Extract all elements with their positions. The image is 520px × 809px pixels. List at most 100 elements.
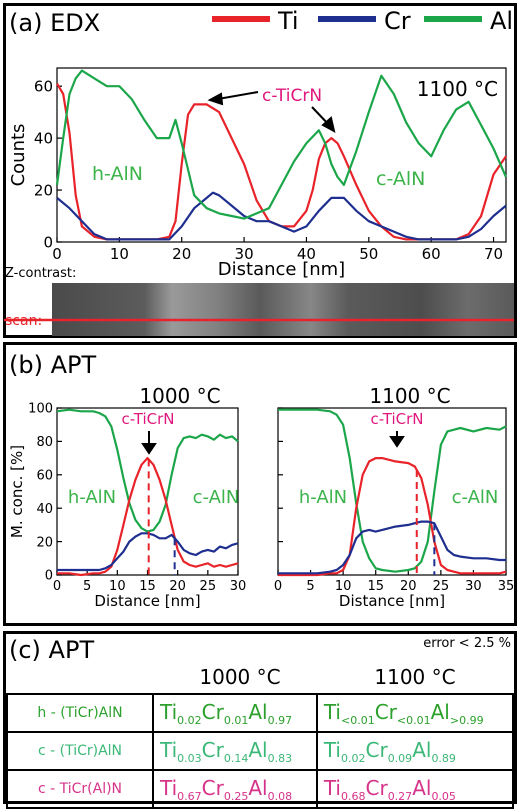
apt-1100-temperature: 1100 °C — [369, 384, 450, 408]
series-line-ti — [56, 83, 507, 241]
element-symbol: Ti — [323, 699, 341, 724]
element-symbol: Ti — [160, 699, 178, 724]
phase-label: c - (TiCr)AlN — [6, 731, 154, 771]
y-tick-label: 40 — [36, 502, 53, 517]
edx-plot-area: 0 10 20 30 40 50 60 70 0 20 40 60 Distance [nm] Count… — [8, 67, 508, 280]
element-symbol: Ti — [160, 737, 178, 762]
table-row: h - (TiCr)AlN Ti0.02Cr0.01Al0.97 Ti<0.01Cr… — [6, 693, 515, 733]
y-tick-label: 20 — [36, 535, 53, 550]
element-fraction: 0.01 — [223, 713, 249, 727]
x-tick-label: 60 — [422, 245, 441, 263]
table-row: c - (TiCr)AlN Ti0.03Cr0.14Al0.83 Ti0.02Cr0… — [6, 731, 515, 771]
element-symbol: Ti — [323, 737, 341, 762]
composition-1000: Ti0.67Cr0.25Al0.08 — [152, 769, 318, 809]
x-tick-label: 70 — [484, 245, 503, 263]
edx-annotation-arrows — [207, 91, 336, 133]
composition-1000: Ti0.02Cr0.01Al0.97 — [152, 693, 318, 733]
element-fraction: <0.01 — [341, 713, 375, 727]
element-symbol: Cr — [201, 737, 224, 762]
scan-label: scan: — [5, 313, 42, 329]
y-tick-label: 100 — [28, 402, 53, 417]
element-fraction: 0.25 — [223, 789, 249, 803]
apt-1000-temperature: 1000 °C — [139, 384, 220, 408]
x-tick-label: 40 — [297, 245, 316, 263]
apt-1000-plot: 0 5 10 15 20 25 30 0 20 40 60 80 100 Distance [nm] M. … — [8, 402, 246, 610]
series-line-ti — [57, 456, 239, 577]
element-symbol: Al — [412, 775, 432, 800]
element-symbol: Al — [248, 775, 268, 800]
x-tick-label: 20 — [400, 579, 417, 594]
x-tick-label: 25 — [433, 579, 450, 594]
plot-frame — [56, 67, 507, 243]
apt-1100-region-left: h-AlN — [299, 487, 347, 508]
element-symbol: Cr — [201, 775, 224, 800]
series-line-cr — [278, 520, 506, 575]
element-fraction: 0.09 — [387, 751, 413, 765]
x-tick-label: 35 — [498, 579, 515, 594]
composition-1100: Ti<0.01Cr<0.01Al>0.99 — [315, 693, 515, 733]
x-tick-label: 10 — [110, 245, 129, 263]
panel-c-title: (c) APT — [9, 636, 95, 664]
legend-ti-label: Ti — [277, 7, 299, 35]
y-tick-label: 0 — [43, 233, 53, 251]
y-axis-label: M. conc. [%] — [8, 445, 26, 538]
element-fraction: 0.03 — [177, 751, 202, 765]
edx-temperature: 1100 °C — [417, 77, 498, 101]
apt-1000-annotation: c-TiCrN — [121, 410, 174, 428]
edx-chart: (a) EDX Ti Cr Al 0 10 20 30 40 50 60 70 0 20 40 60 D… — [4, 7, 514, 336]
x-tick-label: 20 — [172, 245, 191, 263]
series-line-cr — [57, 532, 239, 572]
table-row: c - TiCr(Al)N Ti0.67Cr0.25Al0.08 Ti0.68Cr0… — [6, 769, 515, 809]
x-axis-label: Distance [nm] — [94, 592, 200, 610]
y-axis-label: Counts — [8, 124, 29, 187]
element-fraction: 0.05 — [431, 789, 456, 803]
zcontrast-image — [52, 283, 514, 336]
series-line-al — [278, 408, 507, 573]
legend: Ti Cr Al — [212, 7, 513, 35]
x-tick-label: 30 — [235, 245, 254, 263]
y-tick-label: 20 — [34, 181, 53, 199]
element-fraction: 0.02 — [341, 751, 366, 765]
composition-table: h - (TiCr)AlN Ti0.02Cr0.01Al0.97 Ti<0.01Cr… — [6, 693, 515, 809]
y-tick-label: 80 — [36, 435, 53, 450]
error-note: error < 2.5 % — [423, 636, 511, 651]
x-tick-label: 0 — [53, 579, 61, 594]
x-tick-label: 15 — [367, 579, 384, 594]
series-line-al — [55, 69, 508, 220]
x-tick-label: 10 — [335, 579, 352, 594]
composition-1000: Ti0.03Cr0.14Al0.83 — [152, 731, 318, 771]
element-symbol: Cr — [374, 699, 397, 724]
plot-frame — [277, 407, 507, 576]
apt-charts: (b) APT 0 5 10 15 20 25 30020406080100Distance… — [8, 351, 515, 610]
element-symbol: Al — [248, 699, 268, 724]
apt-1100-annotation: c-TiCrN — [370, 410, 423, 428]
element-symbol: Cr — [365, 737, 388, 762]
zcontrast-label: Z-contrast: — [5, 266, 76, 281]
apt-1000-region-left: h-AlN — [68, 487, 116, 508]
element-fraction: 0.02 — [177, 713, 202, 727]
element-fraction: 0.68 — [341, 789, 366, 803]
apt-1100-plot: 0 5 10 15 20 25 30 35 Distance [nm] — [274, 407, 515, 610]
x-tick-label: 5 — [306, 579, 314, 594]
legend-cr-label: Cr — [384, 7, 411, 35]
x-axis-label: Distance [nm] — [339, 592, 445, 610]
x-axis-label: Distance [nm] — [218, 259, 345, 280]
apt-1100-region-right: c-AlN — [452, 487, 499, 508]
col-header-1100: 1100 °C — [374, 665, 456, 689]
composition-1100: Ti0.68Cr0.27Al0.05 — [315, 769, 515, 809]
panel-b-title: (b) APT — [9, 351, 96, 379]
apt-1000-region-right: c-AlN — [193, 487, 240, 508]
series-line-cr — [56, 191, 507, 241]
x-tick-label: 5 — [83, 579, 91, 594]
x-tick-label: 20 — [169, 579, 186, 594]
x-tick-label: 0 — [52, 245, 62, 263]
legend-al-label: Al — [490, 7, 513, 35]
y-tick-label: 40 — [34, 130, 53, 148]
y-tick-label: 0 — [45, 569, 53, 584]
x-tick-label: 0 — [274, 579, 282, 594]
element-symbol: Cr — [365, 775, 388, 800]
x-tick-label: 25 — [200, 579, 217, 594]
series-line-al — [56, 408, 239, 533]
panel-a-title: (a) EDX — [9, 9, 100, 37]
series-line-ti — [278, 456, 507, 577]
